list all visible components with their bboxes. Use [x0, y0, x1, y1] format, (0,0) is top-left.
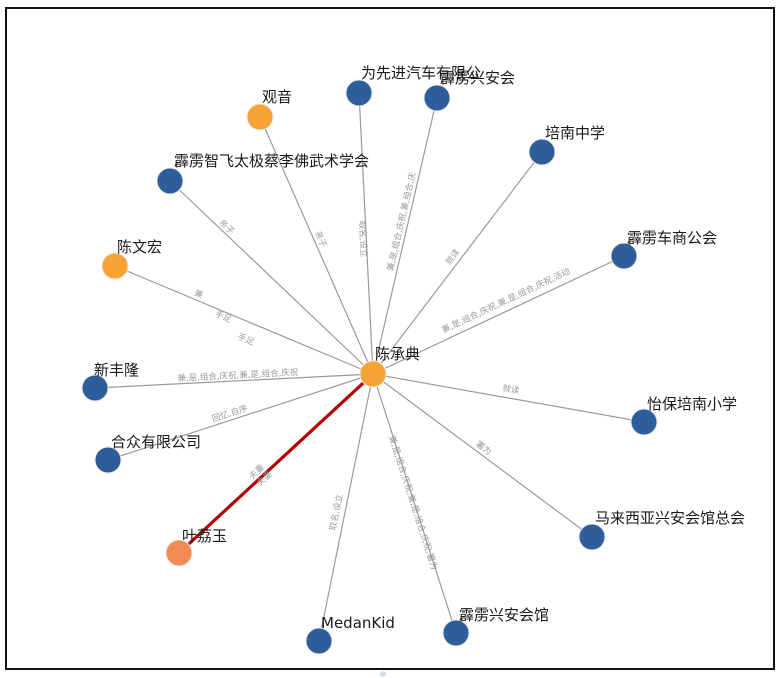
node-n6[interactable]	[101, 252, 129, 280]
node-layer	[81, 79, 658, 655]
edge-n1[interactable]	[259, 116, 374, 375]
node-label-n2: 为先进汽车有限公	[361, 64, 481, 82]
node-n1[interactable]	[246, 103, 274, 131]
node-label-n11: 马来西亚兴安会馆总会	[595, 509, 745, 527]
node-n12[interactable]	[165, 539, 193, 567]
edge-label-n14: 兼,是,组合,庆祝,兼,是,组合,庆祝,署为	[386, 434, 439, 571]
edge-label-n4: 就读	[443, 247, 462, 268]
node-label-center: 陈承典	[375, 345, 420, 363]
node-label-n4: 培南中学	[545, 124, 605, 142]
edge-n2[interactable]	[358, 92, 374, 375]
node-label-n8: 新丰隆	[94, 361, 139, 379]
node-label-n6: 陈文宏	[117, 238, 162, 256]
edge-label-n6c: 手足	[236, 331, 256, 348]
edge-label-n8: 兼,是,组合,庆祝,兼,是,组合,庆祝	[177, 367, 299, 384]
edge-layer	[94, 92, 645, 642]
edge-label-n1: 亲子	[312, 229, 329, 249]
node-n14[interactable]	[442, 619, 470, 647]
node-label-n9: 怡保培南小学	[647, 395, 737, 413]
edge-n6[interactable]	[114, 265, 374, 375]
node-n3[interactable]	[423, 84, 451, 112]
edge-n7[interactable]	[372, 255, 625, 375]
node-label-n3: 霹雳兴安会	[440, 69, 515, 87]
edge-label-n11: 署为	[474, 439, 494, 458]
node-n8[interactable]	[81, 374, 109, 402]
node-n2[interactable]	[345, 79, 373, 107]
edge-label-n5: 亲子	[217, 217, 237, 237]
edge-n13[interactable]	[318, 373, 374, 642]
edge-label-n2: 取名,设立	[356, 220, 369, 258]
edge-n3[interactable]	[372, 97, 438, 375]
edge-n4[interactable]	[372, 151, 543, 375]
node-n10[interactable]	[94, 446, 122, 474]
edge-label-n10: 回忆,自序	[211, 403, 250, 425]
node-n9[interactable]	[630, 408, 658, 436]
node-label-n10: 合众有限公司	[111, 433, 201, 451]
node-n4[interactable]	[528, 138, 556, 166]
node-label-n5: 霹雳智飞太极蔡李佛武术学会	[174, 152, 369, 170]
edge-n12[interactable]	[177, 372, 375, 555]
edge-n8[interactable]	[94, 373, 374, 389]
edge-n11[interactable]	[372, 373, 593, 538]
bottom-mark-icon	[380, 671, 386, 677]
node-label-n1: 观音	[262, 88, 292, 106]
node-label-n7: 霹雳车商公会	[627, 229, 717, 247]
node-n11[interactable]	[578, 523, 606, 551]
edge-n14[interactable]	[372, 373, 457, 634]
relationship-graph: 亲子 取名,设立 兼,是,组合,庆祝,兼,组合,庆 就读亲子兼手足手足兼,是,组合,庆…	[81, 64, 745, 655]
node-n7[interactable]	[610, 242, 638, 270]
edge-label-n3: 兼,是,组合,庆祝,兼,组合,庆	[385, 171, 419, 273]
node-center[interactable]	[359, 360, 387, 388]
edge-label-n9: 就读	[502, 383, 521, 397]
edge-label-n6b: 手足	[213, 309, 233, 326]
edge-n10[interactable]	[107, 373, 374, 461]
node-label-n14: 霹雳兴安会馆	[459, 606, 549, 624]
edge-n5[interactable]	[169, 180, 374, 375]
edge-label-n7: 兼,是,组合,庆祝,兼,是,组合,庆祝,活动	[440, 266, 572, 336]
node-label-n12: 叶荔玉	[182, 527, 227, 545]
edge-n9[interactable]	[372, 373, 645, 423]
node-n5[interactable]	[156, 167, 184, 195]
graph-frame: 亲子 取名,设立 兼,是,组合,庆祝,兼,组合,庆 就读 亲子兼手足 手足 兼,是,组合,庆…	[5, 7, 775, 670]
node-n13[interactable]	[305, 627, 333, 655]
node-label-n13: MedanKid	[321, 614, 395, 632]
